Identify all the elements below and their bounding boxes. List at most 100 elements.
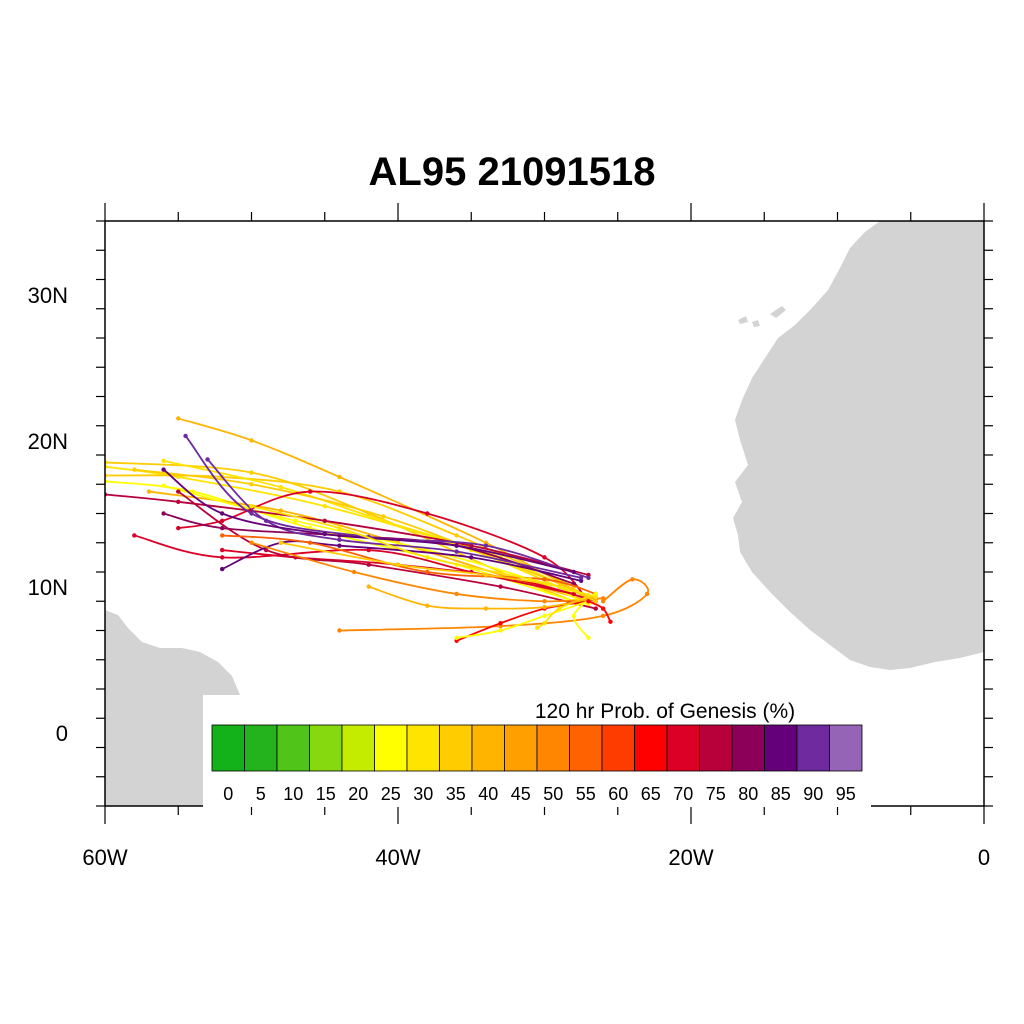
track-point <box>322 503 327 509</box>
track-point <box>454 533 459 538</box>
track-point <box>571 613 576 619</box>
track-point <box>220 533 225 538</box>
colorbar-label: 20 <box>348 784 368 804</box>
track-point <box>593 599 598 604</box>
track-point <box>249 482 254 487</box>
track-point <box>205 457 210 462</box>
track-point <box>366 547 371 553</box>
track-point <box>483 543 489 548</box>
track-point <box>220 525 225 531</box>
colorbar-cell <box>471 724 505 772</box>
track-point <box>220 511 225 516</box>
colorbar-label: 40 <box>478 784 498 804</box>
track-point <box>293 518 298 524</box>
track-point <box>337 628 342 633</box>
track-point <box>571 569 576 575</box>
track-point <box>644 591 650 597</box>
track-point <box>220 555 225 560</box>
track-point <box>381 514 386 519</box>
lon-tick-label: 0 <box>978 845 990 870</box>
lon-tick-label: 60W <box>82 845 127 870</box>
track-point <box>307 489 313 494</box>
lon-tick-label: 40W <box>375 845 420 870</box>
colorbar-cell <box>634 724 668 772</box>
colorbar-cell <box>601 724 635 772</box>
colorbar-cells <box>211 724 863 772</box>
track-point <box>278 540 283 545</box>
colorbar-label: 90 <box>803 784 823 804</box>
track-point <box>483 606 489 611</box>
lat-tick-label: 0 <box>56 721 68 746</box>
canary-island <box>738 316 748 324</box>
track-point <box>425 511 430 516</box>
colorbar-label: 55 <box>576 784 596 804</box>
track-point <box>146 489 152 494</box>
track-point <box>249 540 254 545</box>
colorbar-label: 75 <box>706 784 726 804</box>
track-point <box>176 525 181 531</box>
south-america-landmass <box>105 610 430 806</box>
colorbar-cell <box>211 724 245 772</box>
track-point <box>425 555 430 560</box>
plot-area <box>105 221 984 806</box>
lat-tick-label: 30N <box>28 283 68 308</box>
colorbar-label: 5 <box>256 784 266 804</box>
track-point <box>176 489 181 494</box>
lat-tick-label: 20N <box>28 429 68 454</box>
track-point <box>425 569 430 575</box>
canary-island <box>752 320 760 327</box>
track-point <box>220 547 225 553</box>
colorbar-cell <box>439 724 473 772</box>
track-point <box>542 599 547 604</box>
track-point <box>176 499 181 504</box>
track-point <box>161 458 166 464</box>
colorbar-cell <box>406 724 440 772</box>
track-line <box>251 541 604 603</box>
track-point <box>176 416 181 421</box>
track-point <box>278 484 283 490</box>
track-point <box>132 533 137 538</box>
colorbar-label: 10 <box>283 784 303 804</box>
track-point <box>322 518 327 524</box>
colorbar-label: 0 <box>223 784 233 804</box>
track-point <box>600 596 606 601</box>
track-point <box>454 591 459 597</box>
track-point <box>578 575 584 581</box>
colorbar-label: 70 <box>673 784 693 804</box>
track-point <box>600 613 606 619</box>
colorbar-label: 15 <box>316 784 336 804</box>
colorbar-label: 50 <box>543 784 563 804</box>
colorbar-label: 35 <box>446 784 466 804</box>
map-title: AL95 21091518 <box>368 150 656 194</box>
colorbar-cell <box>536 724 570 772</box>
colorbar-cell <box>244 724 278 772</box>
track-point <box>498 620 503 626</box>
track-line <box>206 458 582 579</box>
track-point <box>366 562 371 567</box>
track-point <box>161 483 166 488</box>
track-point <box>498 584 503 589</box>
track-point <box>351 569 357 575</box>
colorbar-labels: 0 5 10 15 20 25 30 35 40 45 50 55 60 65 70 75 80 85 90 95 <box>223 784 856 804</box>
colorbar-cell <box>829 724 863 772</box>
track-point <box>454 635 459 641</box>
colorbar-cell <box>374 724 408 772</box>
colorbar-label: 45 <box>511 784 531 804</box>
track-point <box>395 562 401 567</box>
colorbar-label: 65 <box>641 784 661 804</box>
colorbar-label: 80 <box>738 784 758 804</box>
track-point <box>220 566 225 572</box>
track-point <box>498 628 503 633</box>
track-line <box>456 600 589 639</box>
track-point <box>556 606 562 611</box>
track-point <box>249 438 254 443</box>
track-point <box>381 518 386 524</box>
lat-tick-label: 10N <box>28 575 68 600</box>
track-point <box>593 594 598 600</box>
track-point <box>586 599 591 604</box>
colorbar-label: 95 <box>836 784 856 804</box>
track-point <box>586 575 591 581</box>
track-point <box>220 518 225 524</box>
track-point <box>542 577 547 582</box>
track-point <box>600 606 606 611</box>
